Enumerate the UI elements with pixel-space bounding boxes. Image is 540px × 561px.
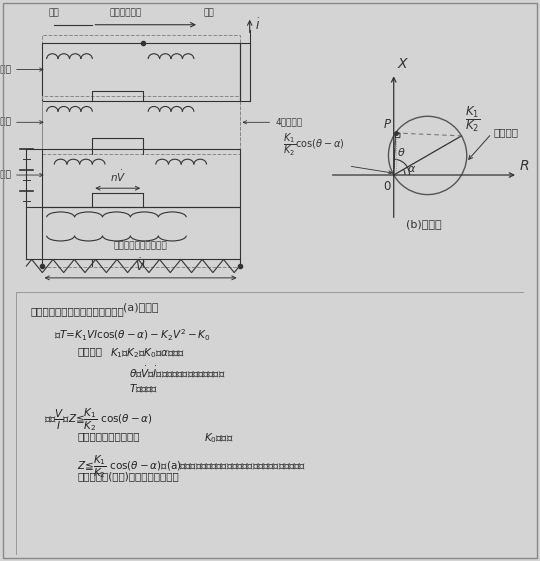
Text: 抑制コイル: 抑制コイル	[0, 171, 43, 180]
Bar	[42, 206, 240, 259]
Text: ピーダンス(距離)で動作が決まる。: ピーダンス(距離)で動作が決まる。	[77, 471, 179, 481]
Text: ただし、: ただし、	[77, 346, 102, 356]
Text: 4極円筒型: 4極円筒型	[243, 118, 302, 127]
Text: $n\dot{V}$: $n\dot{V}$	[110, 169, 126, 184]
Text: $R$: $R$	[519, 159, 530, 173]
Text: (b)特　性: (b)特 性	[406, 219, 442, 229]
Text: ・$T$=$K_1$$VI\cos(\theta-\alpha)-K_2V^2-K_0$: ・$T$=$K_1$$VI\cos(\theta-\alpha)-K_2V^2-…	[54, 328, 211, 343]
Text: 動作: 動作	[204, 8, 214, 17]
Text: $\theta$: $\theta$	[397, 146, 406, 158]
Text: $T$：トルク: $T$：トルク	[129, 383, 158, 394]
Text: 〔注〕　距離継電器のメカニズム: 〔注〕 距離継電器のメカニズム	[30, 306, 124, 316]
Text: $X$: $X$	[397, 57, 410, 71]
Text: $K_1$、$K_2$、$K_0$、$\alpha$：定数: $K_1$、$K_2$、$K_0$、$\alpha$：定数	[110, 346, 186, 360]
Bar	[42, 96, 240, 154]
Text: (a)構　成: (a)構 成	[123, 302, 158, 311]
Bar	[42, 35, 240, 268]
Text: $\dfrac{K_1}{K_2}$: $\dfrac{K_1}{K_2}$	[465, 104, 481, 135]
Text: ただし、制御ばねの力: ただし、制御ばねの力	[77, 431, 140, 442]
Text: $K_0$を無視: $K_0$を無視	[204, 431, 234, 445]
Text: $P$: $P$	[383, 118, 392, 131]
Text: 抑制: 抑制	[49, 8, 59, 17]
Text: トルクの方向: トルクの方向	[109, 8, 141, 17]
Text: $\theta$：$\dot{V}$と$\dot{I}$の位相角　（電圧進みを正）: $\theta$：$\dot{V}$と$\dot{I}$の位相角 （電圧進みを正…	[129, 365, 226, 380]
Text: 距離整定用補助変圧器: 距離整定用補助変圧器	[114, 242, 167, 251]
Text: 動作特性: 動作特性	[493, 127, 518, 137]
Text: $\dot{V}$: $\dot{V}$	[135, 257, 146, 274]
Text: $\alpha$: $\alpha$	[407, 163, 416, 173]
Bar	[42, 149, 240, 206]
Text: 0: 0	[383, 180, 391, 194]
Text: 極性コイル: 極性コイル	[0, 118, 43, 127]
Text: ・　$\dfrac{V}{I}$＝$Z$≦$\dfrac{K_1}{K_2}$ cos$(\theta-\alpha)$: ・ $\dfrac{V}{I}$＝$Z$≦$\dfrac{K_1}{K_2}$ …	[44, 406, 153, 433]
Text: $\dot{I}$: $\dot{I}$	[255, 17, 260, 33]
Text: $Z$≦$\dfrac{K_1}{K_2}$ cos$(\theta-\alpha)$は(a)のとおり円特性となる。すなわち、事故点までのイン: $Z$≦$\dfrac{K_1}{K_2}$ cos$(\theta-\alph…	[77, 453, 307, 480]
Text: $\dfrac{K_1}{K_2}$cos$(\theta-\alpha)$: $\dfrac{K_1}{K_2}$cos$(\theta-\alpha)$	[283, 132, 345, 158]
Bar	[42, 43, 240, 101]
Text: 動作コイル: 動作コイル	[0, 65, 43, 74]
